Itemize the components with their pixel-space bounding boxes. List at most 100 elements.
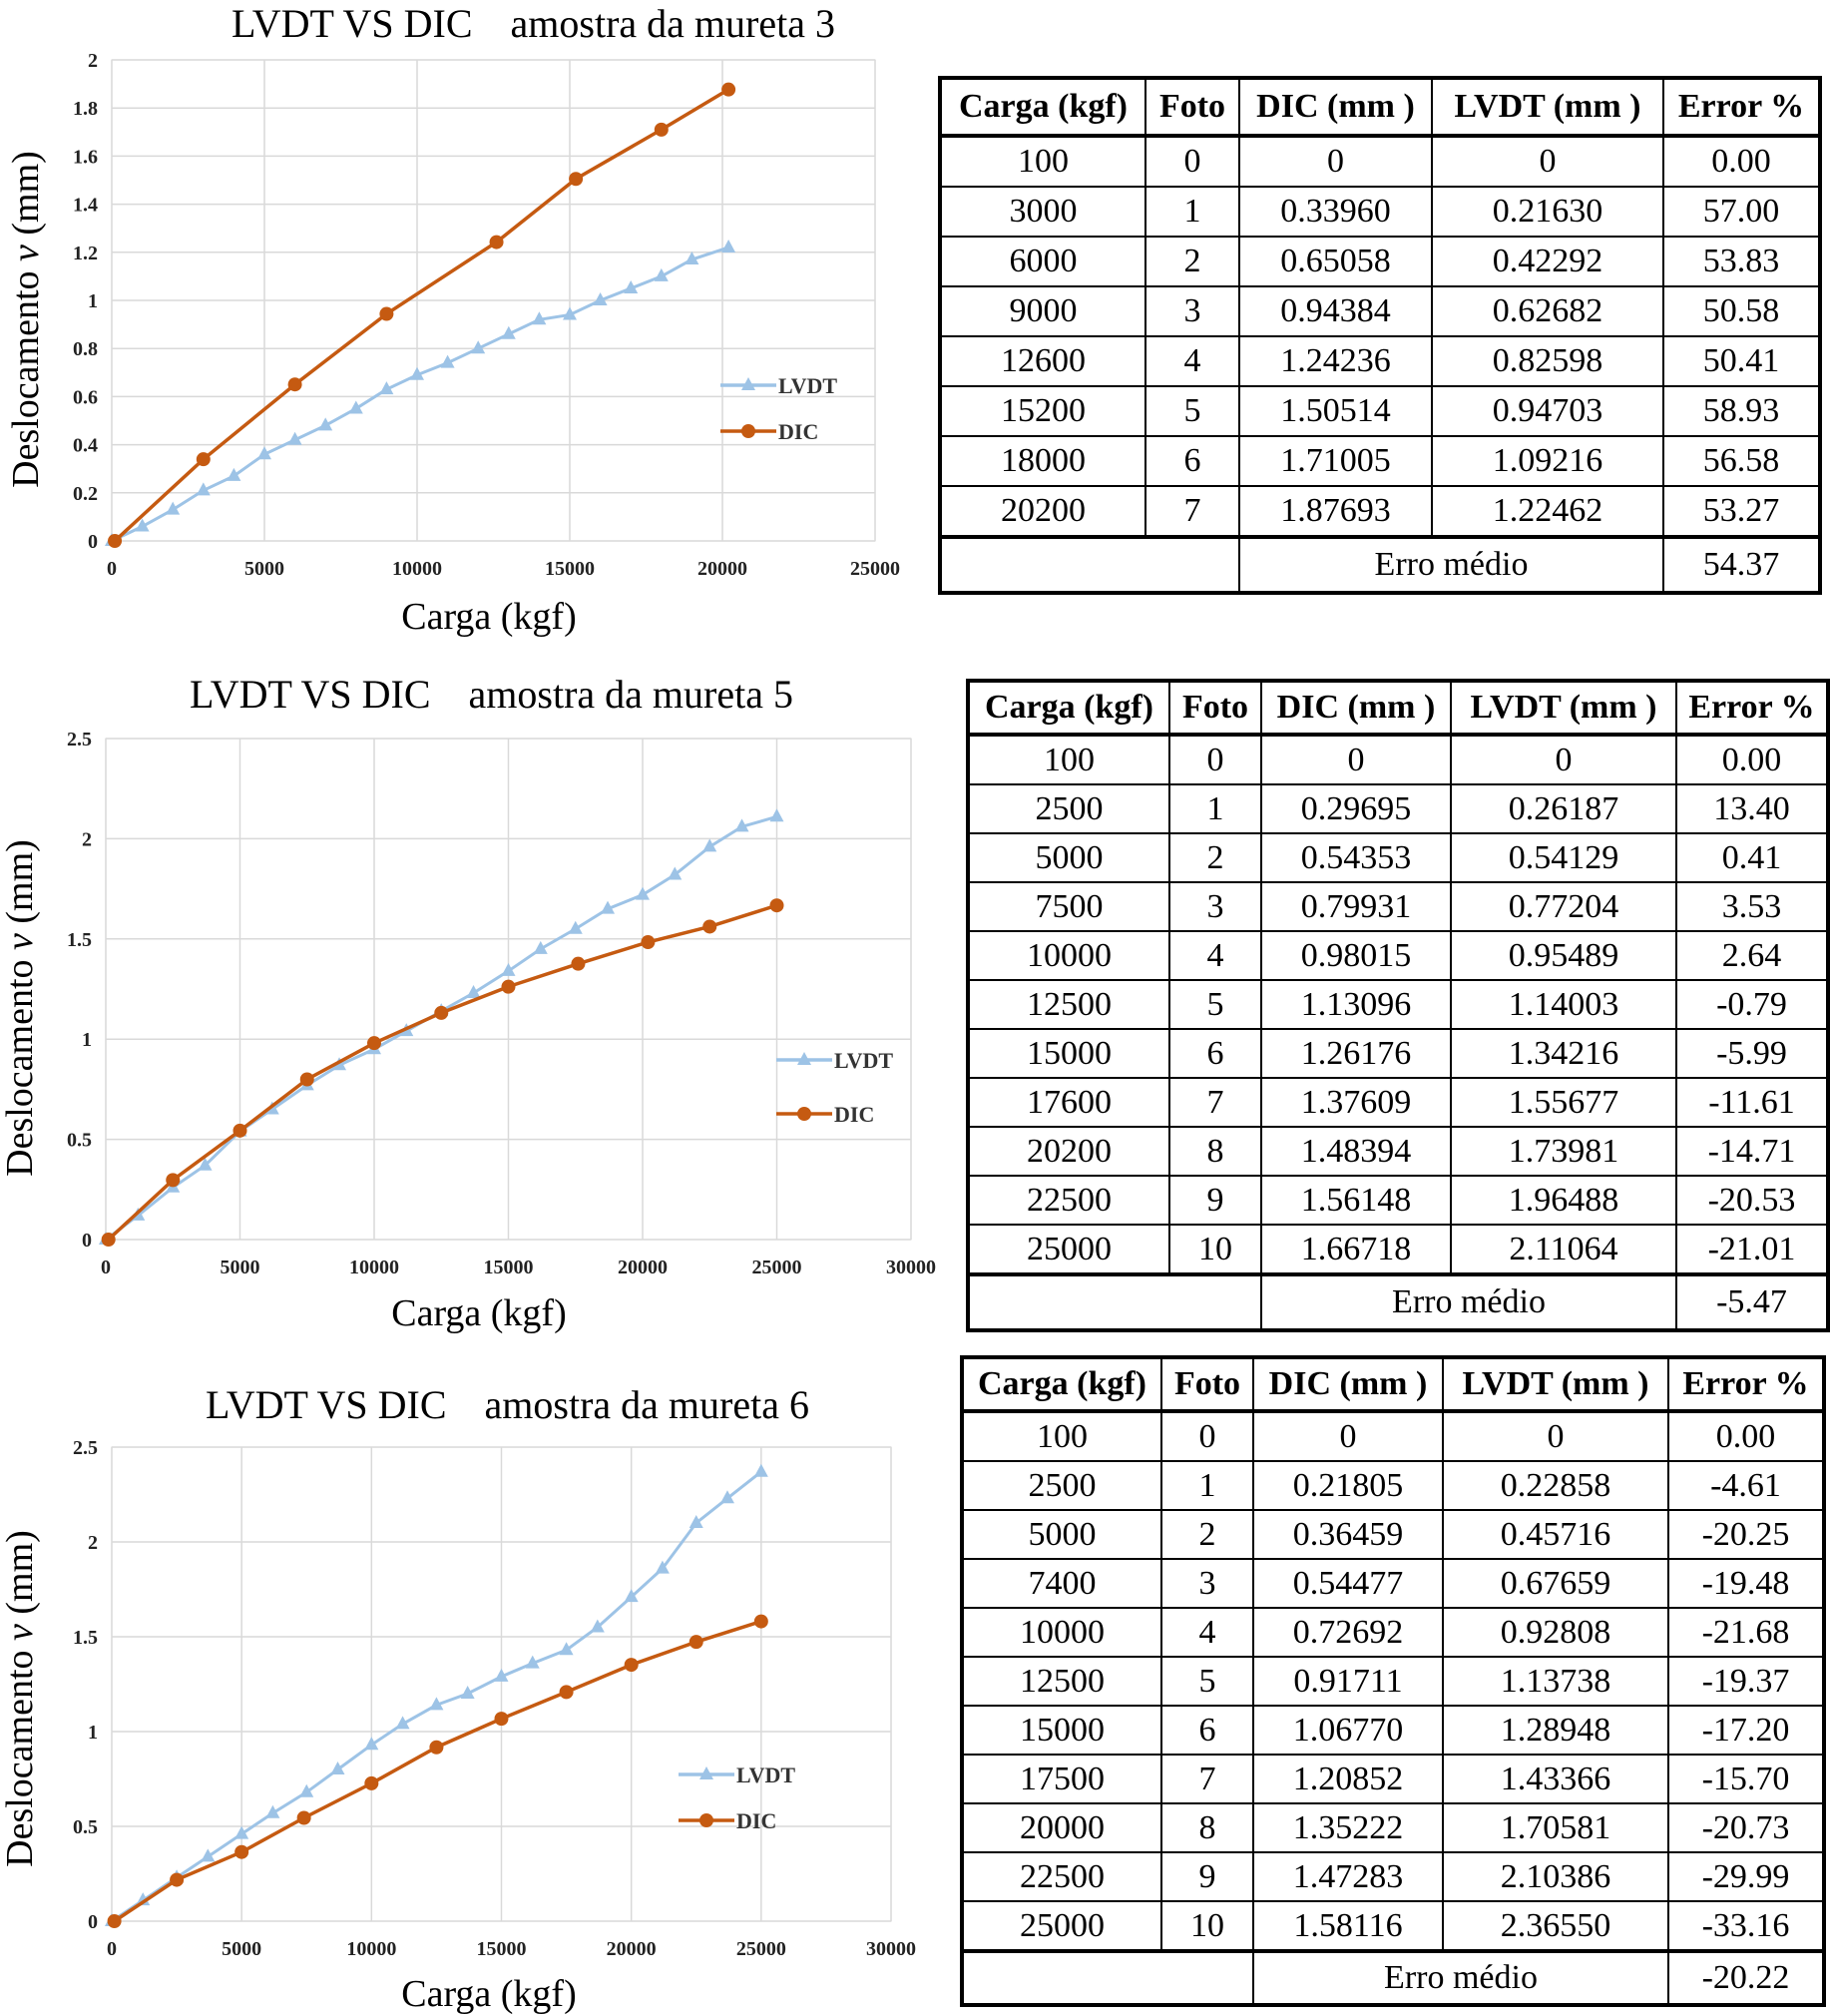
x-tick-label: 0	[107, 1938, 117, 1960]
table-footer-row: Erro médio -5.47	[967, 1272, 1829, 1331]
lvdt-point	[769, 808, 784, 822]
cell-error: 50.58	[1662, 285, 1821, 337]
data-table-3: Carga (kgf) Foto DIC (mm ) LVDT (mm ) Er…	[960, 1355, 1826, 2007]
table-row: 5000 2 0.36459 0.45716 -20.25	[961, 1509, 1825, 1560]
cell-dic: 1.87693	[1238, 485, 1433, 538]
y-axis-label: Deslocamento v (mm)	[0, 839, 41, 1177]
table-row: 20000 8 1.35222 1.70581 -20.73	[961, 1802, 1825, 1853]
header-lvdt: LVDT (mm )	[1450, 680, 1677, 737]
cell-lvdt: 0	[1431, 135, 1664, 188]
dic-point	[501, 979, 516, 994]
cell-foto: 1	[1168, 783, 1262, 834]
chart-panel-3: 0 0.5 1 1.5 2 2.5 0 5000 10000 15000 20000 25000 300…	[0, 1427, 958, 2016]
cell-dic: 0.54477	[1252, 1558, 1444, 1609]
cell-dic: 0.54353	[1260, 832, 1452, 883]
y-tick-label: 0.5	[67, 1130, 92, 1152]
x-tick-label: 0	[107, 558, 117, 580]
cell-carga: 20200	[939, 485, 1146, 538]
cell-foto: 6	[1144, 435, 1240, 487]
y-tick-label: 2	[88, 1532, 98, 1554]
lvdt-point	[702, 838, 717, 852]
cell-error: 0.00	[1667, 1410, 1825, 1462]
lvdt-point	[379, 381, 394, 395]
cell-lvdt: 0.26187	[1450, 783, 1677, 834]
table-row: 12600 4 1.24236 0.82598 50.41	[939, 335, 1821, 387]
cell-carga: 22500	[967, 1175, 1170, 1226]
x-tick-label: 10000	[392, 558, 442, 580]
x-tick-label: 25000	[736, 1938, 786, 1960]
y-tick-label: 2	[88, 50, 98, 72]
data-table-2: Carga (kgf) Foto DIC (mm ) LVDT (mm ) Er…	[966, 679, 1830, 1332]
header-dic: DIC (mm )	[1238, 77, 1433, 138]
cell-carga: 7400	[961, 1558, 1162, 1609]
y-axis-label-prefix: Deslocamento	[5, 261, 47, 488]
cell-foto: 8	[1160, 1802, 1254, 1853]
y-axis-label-suffix: (mm)	[0, 1530, 41, 1624]
table-row: 15000 6 1.06770 1.28948 -17.20	[961, 1705, 1825, 1756]
legend-dic-marker	[741, 424, 755, 438]
y-tick-label: 0.5	[73, 1816, 98, 1838]
cell-lvdt: 1.13738	[1442, 1656, 1669, 1707]
table-row: 10000 4 0.72692 0.92808 -21.68	[961, 1607, 1825, 1658]
lvdt-point	[668, 866, 683, 880]
dic-point	[769, 898, 784, 913]
cell-error: -20.25	[1667, 1509, 1825, 1560]
dic-point	[101, 1233, 116, 1247]
chart-title-1: LVDT VS DIC amostra da mureta 3	[231, 0, 835, 47]
lvdt-point	[624, 1589, 639, 1603]
cell-lvdt: 1.28948	[1442, 1705, 1669, 1756]
cell-dic: 1.71005	[1238, 435, 1433, 487]
legend-dic-marker	[797, 1107, 811, 1121]
lvdt-point	[395, 1716, 410, 1730]
footer-value: -20.22	[1667, 1949, 1825, 2006]
header-carga: Carga (kgf)	[939, 77, 1146, 138]
legend-lvdt-marker	[741, 377, 755, 390]
table-row: 100 0 0 0 0.00	[961, 1410, 1825, 1462]
cell-dic: 1.06770	[1252, 1705, 1444, 1756]
table-row: 12500 5 0.91711 1.13738 -19.37	[961, 1656, 1825, 1707]
header-error: Error %	[1662, 77, 1821, 138]
cell-lvdt: 2.36550	[1442, 1900, 1669, 1952]
dic-point	[166, 1173, 181, 1188]
dic-point	[624, 1658, 639, 1673]
y-tick-label: 0.8	[73, 338, 98, 360]
lvdt-point	[532, 311, 547, 325]
cell-lvdt: 0.22858	[1442, 1460, 1669, 1511]
lvdt-point	[654, 267, 669, 281]
dic-point	[434, 1005, 449, 1020]
cell-lvdt: 1.73981	[1450, 1126, 1677, 1177]
legend-lvdt-label: LVDT	[834, 1048, 893, 1073]
cell-lvdt: 1.55677	[1450, 1077, 1677, 1128]
legend-lvdt-marker	[797, 1052, 811, 1065]
table-row: 100 0 0 0 0.00	[967, 734, 1829, 785]
cell-dic: 0	[1260, 734, 1452, 785]
table-header-row: Carga (kgf) Foto DIC (mm ) LVDT (mm ) Er…	[939, 77, 1821, 138]
cell-error: -0.79	[1675, 979, 1829, 1030]
x-axis-label: Carga (kgf)	[401, 596, 577, 638]
y-tick-label: 1.6	[73, 146, 98, 168]
footer-empty	[939, 535, 1240, 594]
cell-lvdt: 1.22462	[1431, 485, 1664, 538]
legend-dic-marker	[699, 1813, 713, 1827]
cell-carga: 9000	[939, 285, 1146, 337]
chart-title-1-right: amostra da mureta 3	[510, 1, 835, 46]
data-table-1: Carga (kgf) Foto DIC (mm ) LVDT (mm ) Er…	[938, 76, 1822, 595]
cell-error: -5.99	[1675, 1028, 1829, 1079]
cell-carga: 100	[939, 135, 1146, 188]
cell-error: -33.16	[1667, 1900, 1825, 1952]
header-carga: Carga (kgf)	[961, 1356, 1162, 1413]
cell-lvdt: 2.11064	[1450, 1224, 1677, 1275]
y-axis-label-prefix: Deslocamento	[0, 950, 41, 1177]
y-tick-label: 1	[88, 1722, 98, 1744]
dic-point	[559, 1685, 574, 1700]
cell-error: 58.93	[1662, 385, 1821, 437]
cell-dic: 1.37609	[1260, 1077, 1452, 1128]
cell-carga: 2500	[961, 1460, 1162, 1511]
table-row: 18000 6 1.71005 1.09216 56.58	[939, 435, 1821, 487]
lvdt-point	[601, 900, 616, 914]
cell-carga: 7500	[967, 881, 1170, 932]
cell-foto: 4	[1144, 335, 1240, 387]
cell-foto: 4	[1168, 930, 1262, 981]
cell-carga: 10000	[961, 1607, 1162, 1658]
cell-foto: 10	[1160, 1900, 1254, 1952]
